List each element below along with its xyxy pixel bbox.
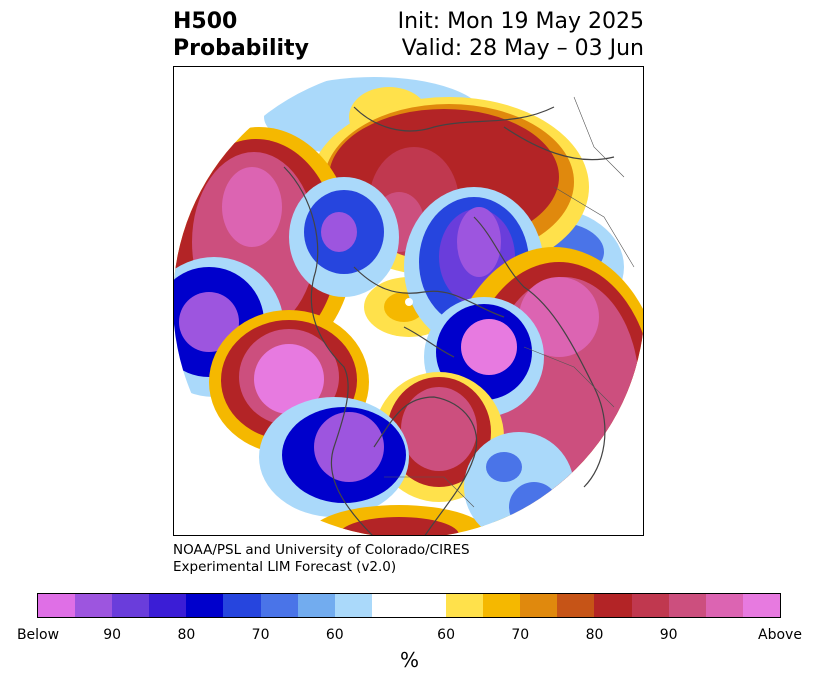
colorbar-tick-label: 90 [103,627,122,643]
map-panel [173,66,644,536]
colorbar-segment [557,594,595,617]
colorbar-segment [334,594,372,617]
credit-line-1: NOAA/PSL and University of Colorado/CIRE… [173,542,470,558]
colorbar-tick-label: 70 [251,627,270,643]
probability-map [174,67,643,535]
title-field: Probability [173,36,309,61]
colorbar-segment [75,594,113,617]
colorbar-segment [149,594,187,617]
colorbar-tick-label: 60 [437,627,456,643]
credit-line-2: Experimental LIM Forecast (v2.0) [173,559,397,575]
colorbar [37,593,781,618]
colorbar-segment [38,594,76,617]
colorbar-tick-label: 90 [659,627,678,643]
colorbar-tick-label: 80 [177,627,196,643]
colorbar-segment [483,594,521,617]
borders [384,96,635,508]
coastlines [283,106,615,535]
colorbar-segment [668,594,706,617]
colorbar-unit: % [399,648,419,672]
colorbar-segment [742,594,780,617]
colorbar-segment [223,594,261,617]
colorbar-tick-label: Below [16,627,60,643]
colorbar-tick-label: 70 [511,627,530,643]
title-variable: H500 [173,9,238,34]
colorbar-ticks: Below 90 80 70 60 60 70 80 90 Above [0,627,819,647]
colorbar-tick-label: Above [758,627,802,643]
colorbar-segment [297,594,335,617]
colorbar-segment [112,594,150,617]
title-right: Init: Mon 19 May 2025 Valid: 28 May – 03… [398,8,644,62]
colorbar-segment [260,594,298,617]
colorbar-tick-label: 60 [325,627,344,643]
colorbar-tick-label: 80 [585,627,604,643]
north-pole-marker [405,298,413,306]
colorbar-segment [594,594,632,617]
colorbar-segment [631,594,669,617]
credit-text: NOAA/PSL and University of Colorado/CIRE… [173,542,470,576]
colorbar-segment [520,594,558,617]
colorbar-segment [186,594,224,617]
colorbar-segment [371,594,447,617]
init-date: Init: Mon 19 May 2025 [397,9,644,34]
title-left: H500 Probability [173,8,309,62]
colorbar-segment [446,594,484,617]
valid-dates: Valid: 28 May – 03 Jun [401,36,644,61]
colorbar-segment [705,594,743,617]
